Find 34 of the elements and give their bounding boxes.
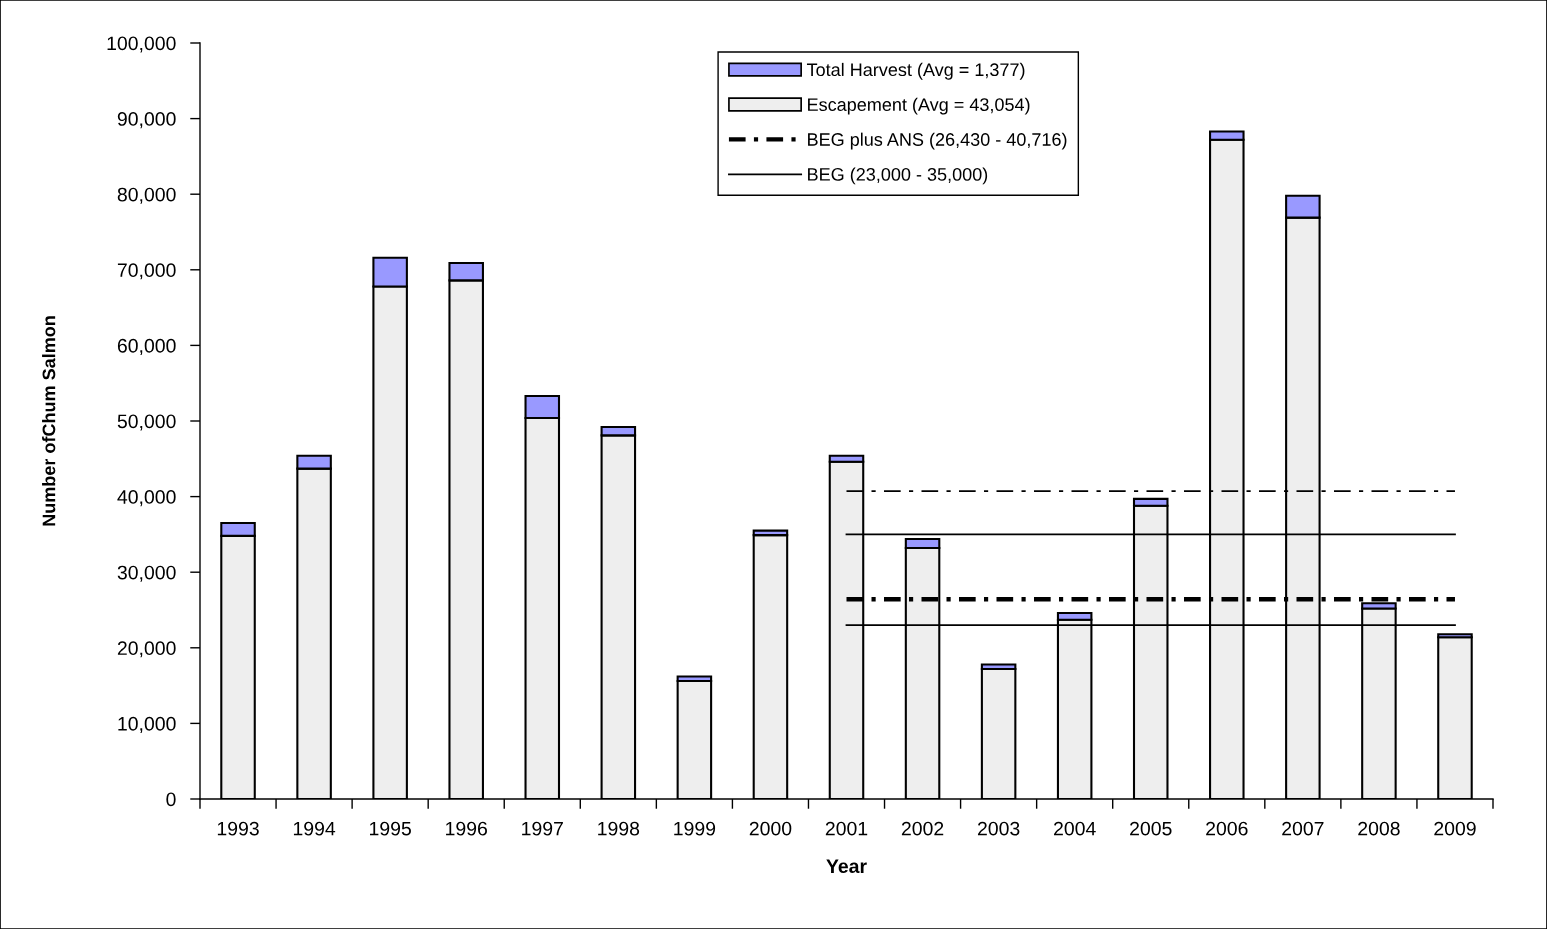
legend-label: BEG (23,000 - 35,000) (808, 167, 988, 185)
y-tick-label: 80,000 (117, 187, 176, 204)
x-tick-label: 2001 (825, 821, 868, 836)
x-tick-label: 2009 (1434, 821, 1476, 836)
x-tick-label: 2000 (749, 821, 792, 836)
y-tick-label: 50,000 (117, 414, 176, 431)
x-tick-label: 2003 (977, 821, 1020, 836)
x-tick-label: 2005 (1130, 821, 1172, 836)
y-tick-label: 0 (166, 792, 176, 807)
x-tick-label: 1999 (674, 821, 716, 836)
y-tick-label: 30,000 (117, 565, 176, 582)
legend-label: Escapement (Avg = 43,054) (808, 97, 1030, 115)
x-tick-label: 1993 (217, 821, 259, 836)
y-tick-label: 90,000 (117, 112, 176, 129)
y-tick-label: 70,000 (117, 263, 176, 280)
legend-label: Total Harvest (Avg = 1,377) (806, 62, 1025, 80)
x-tick-label: 2004 (1054, 821, 1096, 836)
legend-label: BEG plus ANS (26,430 - 40,716) (808, 132, 1067, 150)
x-tick-label: 2006 (1206, 821, 1248, 836)
x-tick-label: 1996 (446, 821, 487, 836)
x-tick-label: 1998 (598, 821, 640, 836)
x-tick-label: 1994 (293, 821, 336, 836)
x-axis-title: Year (826, 859, 867, 874)
y-tick-label: 10,000 (118, 716, 176, 733)
y-tick-label: 40,000 (117, 490, 176, 507)
x-tick-label: 2008 (1358, 821, 1400, 836)
y-tick-label: 20,000 (117, 641, 176, 658)
y-tick-label: 60,000 (117, 338, 176, 355)
y-tick-label: 100,000 (107, 36, 176, 53)
y-axis-title: Number ofChum Salmon (42, 316, 56, 526)
x-tick-label: 1995 (370, 821, 411, 836)
x-tick-label: 1997 (522, 821, 563, 836)
x-tick-label: 2007 (1282, 821, 1324, 836)
x-tick-label: 2002 (901, 821, 944, 836)
